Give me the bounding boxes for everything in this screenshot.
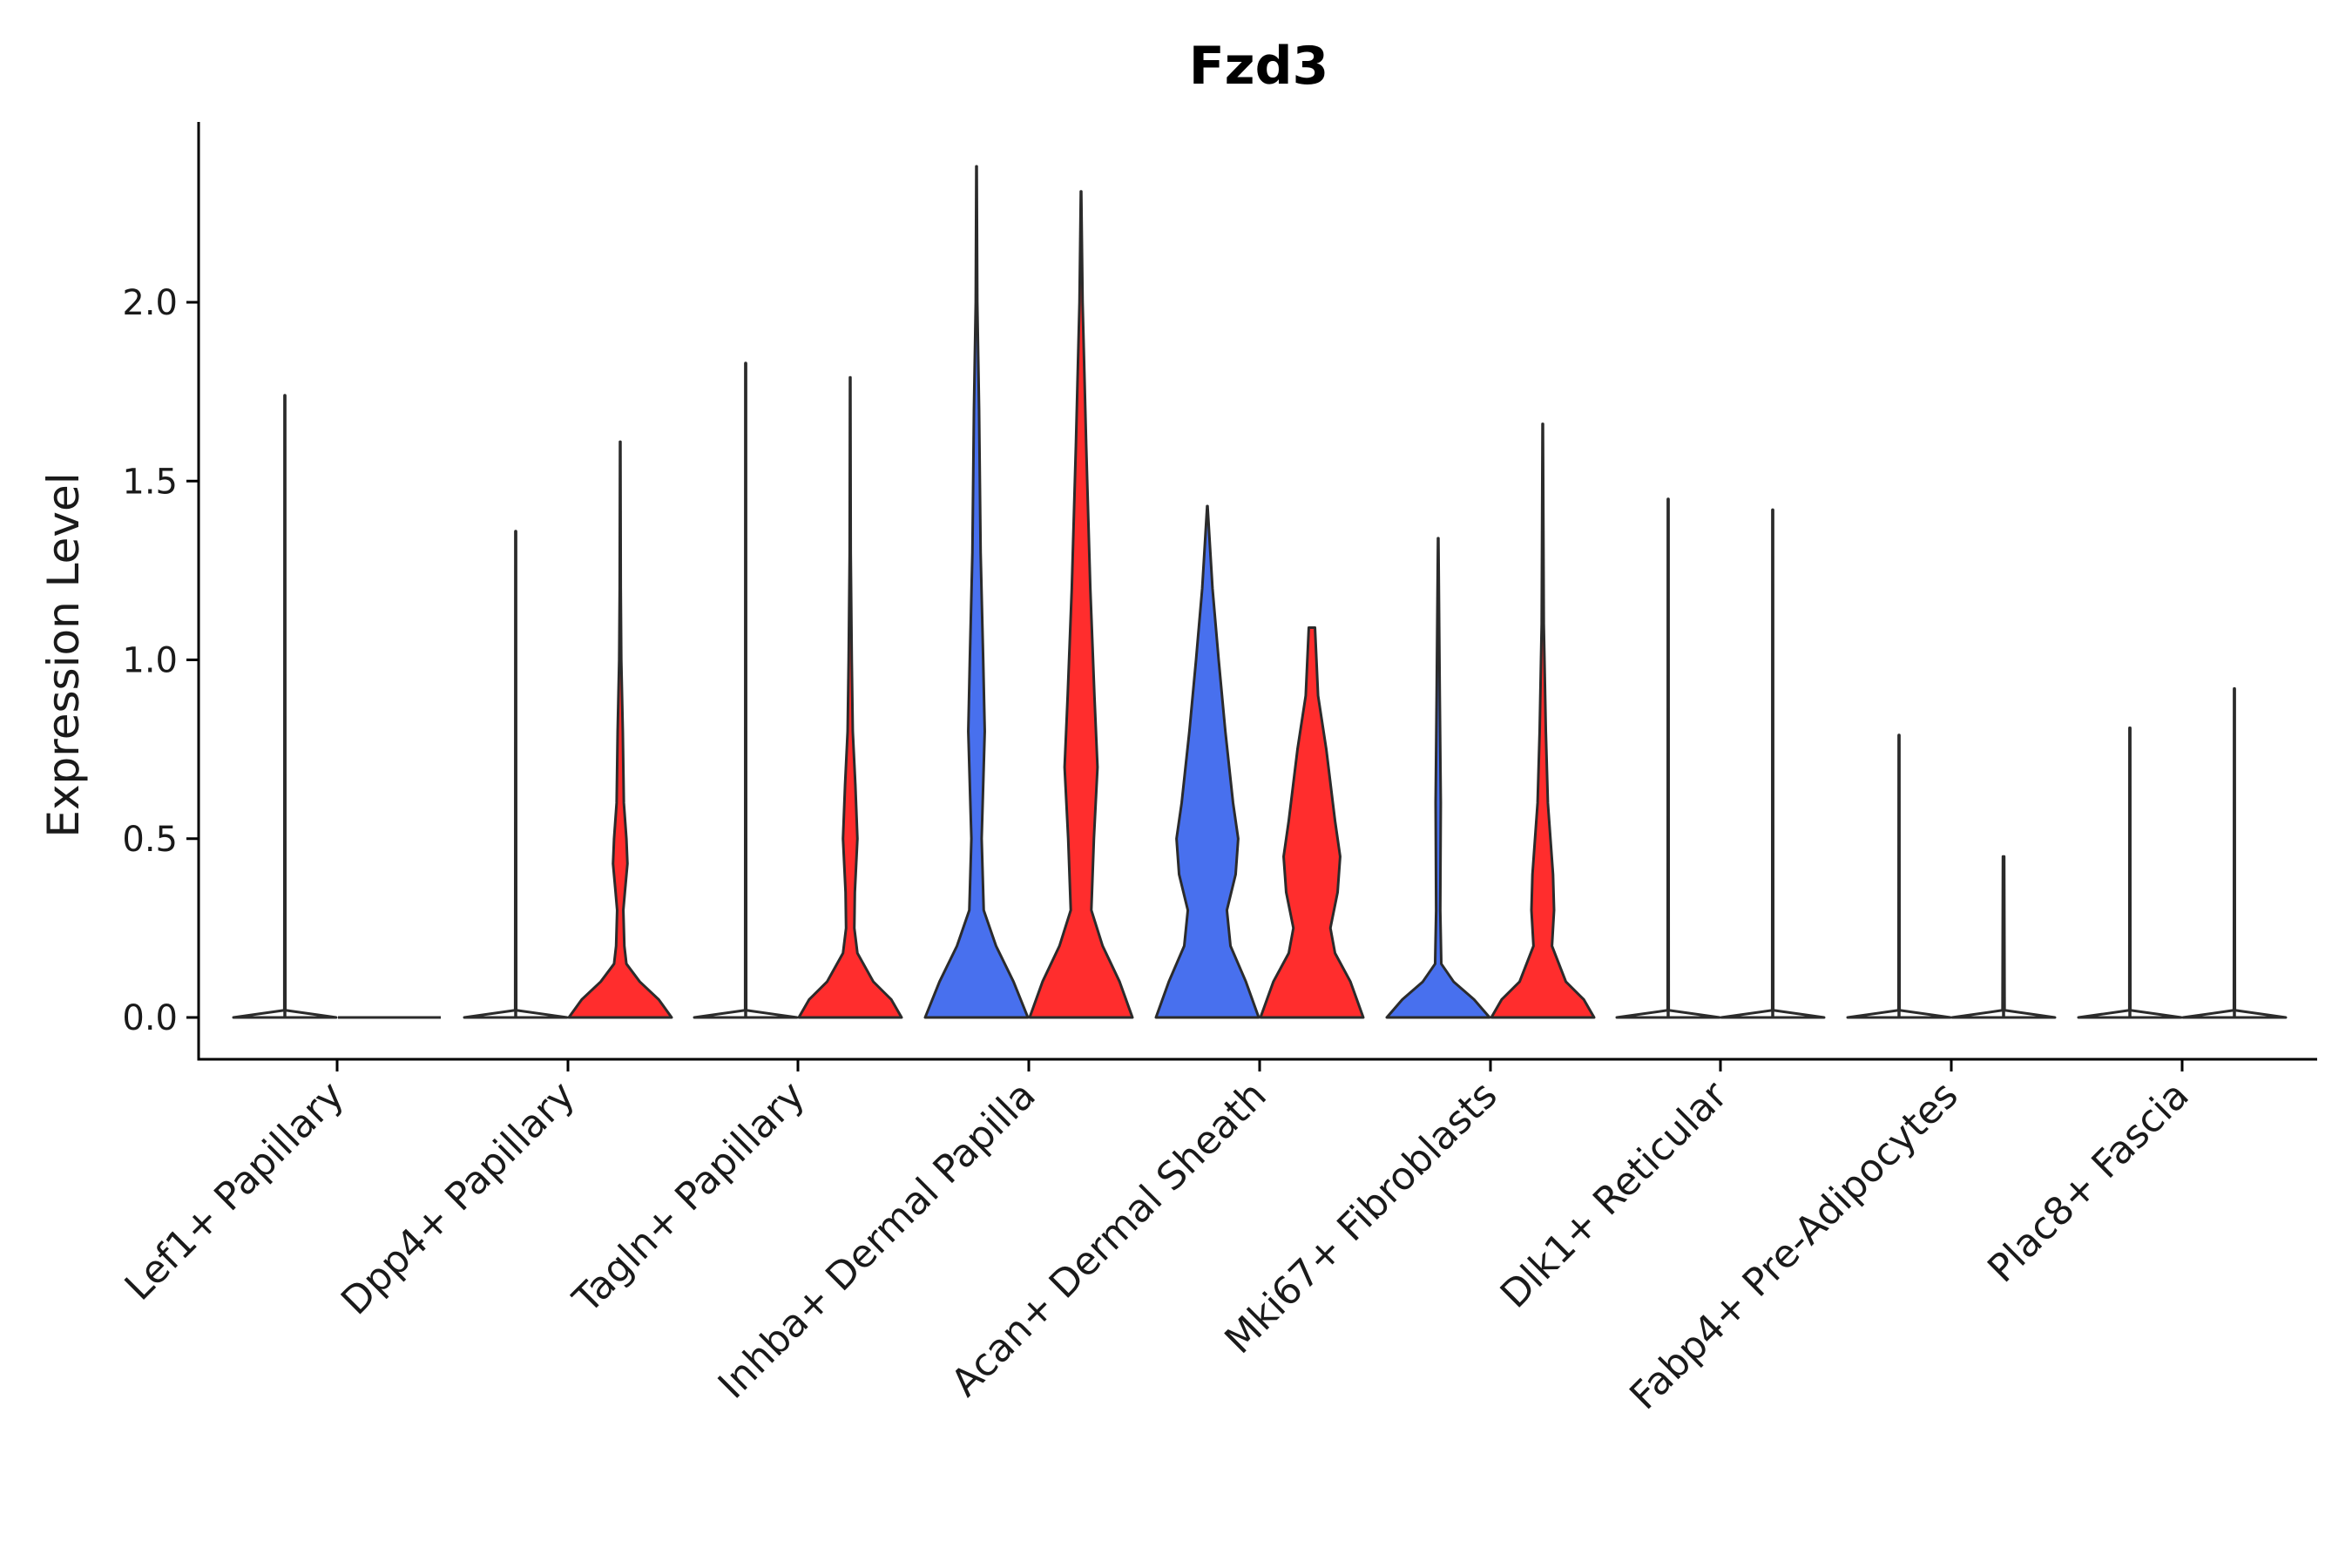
violin-red-6 [1490, 422, 1596, 1019]
y-tick-label: 1.5 [122, 462, 178, 502]
violin-blue-3 [693, 362, 799, 1019]
y-tick-label: 0.0 [122, 998, 178, 1038]
violins-layer [232, 165, 2288, 1019]
violin-red-2 [567, 440, 673, 1019]
violin-blue-5 [1154, 504, 1260, 1019]
violin-blue-7 [1615, 497, 1721, 1019]
y-axis-label: Expression Level [38, 472, 89, 837]
chart-title: Fzd3 [1189, 36, 1329, 97]
violin-red-5 [1259, 626, 1365, 1019]
x-tick-label: Plac8+ Fascia [1979, 1073, 2198, 1292]
violin-blue-6 [1385, 537, 1491, 1019]
y-tick-label: 2.0 [122, 283, 178, 323]
x-tick-label: Lef1+ Papillary [117, 1073, 353, 1309]
violin-red-4 [1028, 190, 1134, 1019]
y-tick-label: 0.5 [122, 820, 178, 860]
y-tick-label: 1.0 [122, 641, 178, 681]
violin-blue-4 [923, 165, 1030, 1019]
x-tick-label: Dlk1+ Reticular [1492, 1072, 1737, 1317]
x-tick-label: Dpp4+ Papillary [333, 1073, 584, 1324]
violin-red-3 [797, 375, 903, 1019]
violin-blue-8 [1846, 733, 1952, 1019]
violin-red-8 [1950, 855, 2057, 1019]
x-tick-label: Tagln+ Papillary [564, 1073, 814, 1322]
